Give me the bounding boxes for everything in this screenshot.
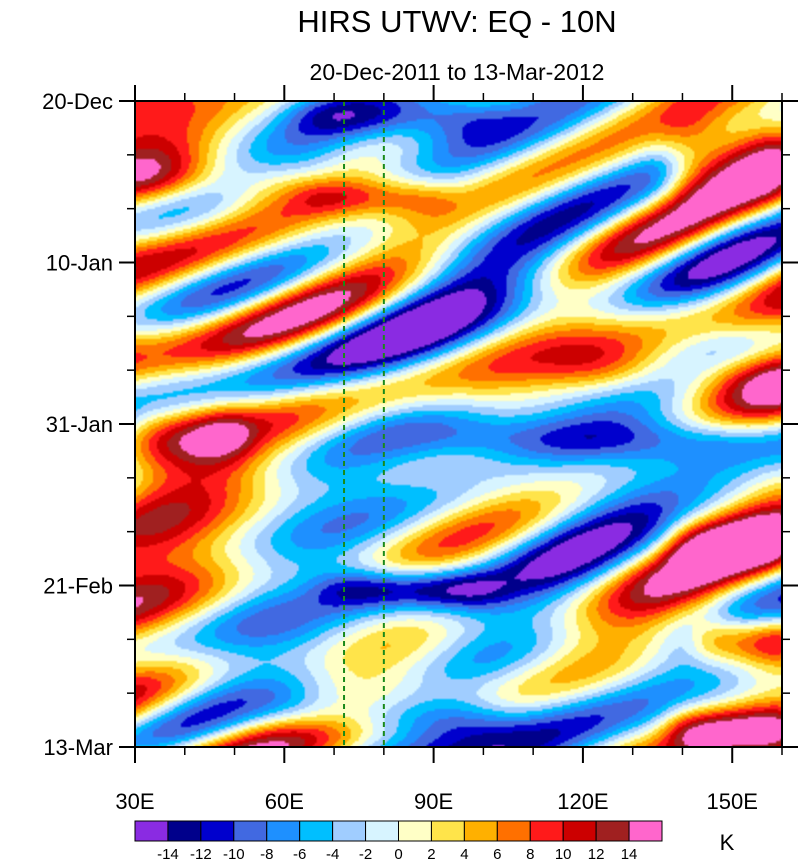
colorbar-swatch [167, 820, 202, 842]
colorbar-unit: K [720, 830, 735, 855]
colorbar-swatch [562, 820, 597, 842]
colorbar-swatch [529, 820, 564, 842]
colorbar-swatch [266, 820, 301, 842]
colorbar-label: -12 [190, 846, 212, 863]
colorbar: -14 -12 -10 -8 -6 -4 -2 0 2 4 6 8 10 12 14 [134, 820, 663, 863]
colorbar-label: -14 [157, 846, 179, 863]
y-axis-ticks: 20-Dec 10-Jan 31-Jan 21-Feb 13-Mar [42, 89, 798, 760]
colorbar-label: 10 [555, 846, 572, 863]
colorbar-label: 8 [526, 846, 534, 863]
x-tick-label: 120E [557, 789, 608, 814]
x-tick-label: 150E [707, 789, 758, 814]
plot-area: 20-Dec 10-Jan 31-Jan 21-Feb 13-Mar 30E 60E 90E… [42, 85, 798, 814]
colorbar-label: 12 [588, 846, 605, 863]
y-tick-label: 21-Feb [43, 574, 113, 599]
y-tick-label: 13-Mar [43, 735, 113, 760]
y-tick-label: 10-Jan [46, 251, 113, 276]
x-axis-ticks: 30E 60E 90E 120E 150E [115, 85, 783, 814]
colorbar-label: 14 [621, 846, 638, 863]
colorbar-label: 0 [394, 846, 402, 863]
colorbar-label: -10 [223, 846, 245, 863]
colorbar-swatch [595, 820, 630, 842]
colorbar-swatch [365, 820, 399, 842]
colorbar-swatch [496, 820, 531, 842]
colorbar-label: -4 [326, 846, 339, 863]
colorbar-swatch [200, 820, 235, 842]
colorbar-label: -6 [293, 846, 306, 863]
colorbar-label: 2 [427, 846, 435, 863]
y-tick-label: 20-Dec [42, 89, 113, 114]
colorbar-swatch [463, 820, 498, 842]
colorbar-label: -8 [260, 846, 273, 863]
colorbar-label: 6 [493, 846, 501, 863]
hovmoller-field [135, 101, 782, 747]
colorbar-label: -2 [359, 846, 372, 863]
colorbar-swatch [332, 820, 367, 842]
x-tick-label: 30E [115, 789, 154, 814]
colorbar-label: 4 [460, 846, 468, 863]
colorbar-swatch [398, 820, 432, 842]
colorbar-swatch [628, 820, 663, 842]
colorbar-swatch [299, 820, 334, 842]
y-tick-label: 31-Jan [46, 412, 113, 437]
x-tick-label: 60E [265, 789, 304, 814]
x-tick-label: 90E [414, 789, 453, 814]
colorbar-swatch [430, 820, 465, 842]
chart-title: HIRS UTWV: EQ - 10N [297, 4, 616, 39]
colorbar-swatch [233, 820, 268, 842]
colorbar-swatch [134, 820, 169, 842]
chart-subtitle: 20-Dec-2011 to 13-Mar-2012 [310, 59, 605, 85]
